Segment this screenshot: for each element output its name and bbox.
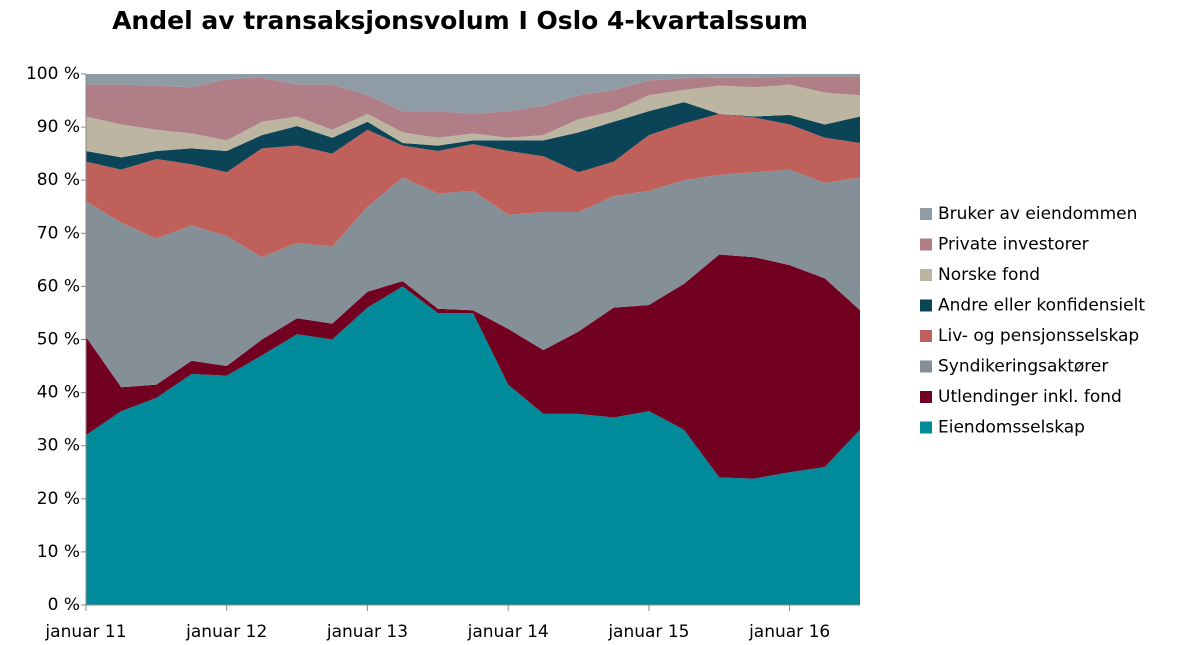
area xyxy=(86,254,860,479)
area xyxy=(86,84,860,158)
legend-label: Utlendinger inkl. fond xyxy=(938,387,1122,407)
legend-swatch xyxy=(920,208,932,220)
area xyxy=(86,169,860,388)
y-tick-label: 50 % xyxy=(37,330,80,350)
y-tick-label: 90 % xyxy=(37,117,80,137)
area xyxy=(86,286,860,605)
chart-title: Andel av transaksjonsvolum I Oslo 4-kvar… xyxy=(112,6,808,35)
y-tick-label: 30 % xyxy=(37,436,80,456)
legend-label: Eiendomsselskap xyxy=(938,418,1085,438)
x-tick-label: januar 13 xyxy=(326,622,408,642)
legend-swatch xyxy=(920,269,932,281)
area xyxy=(86,76,860,141)
legend-label: Private investorer xyxy=(938,235,1089,255)
legend-swatch xyxy=(920,391,932,403)
x-tick-label: januar 11 xyxy=(44,622,126,642)
area xyxy=(86,113,860,258)
x-tick-label: januar 15 xyxy=(607,622,689,642)
y-tick-label: 40 % xyxy=(37,383,80,403)
x-tick-label: januar 14 xyxy=(467,622,549,642)
area xyxy=(86,102,860,173)
legend-label: Liv- og pensjonsselskap xyxy=(938,326,1139,346)
legend-label: Bruker av eiendommen xyxy=(938,204,1137,224)
legend-swatch xyxy=(920,360,932,373)
y-tick-label: 20 % xyxy=(37,489,80,509)
y-tick-label: 100 % xyxy=(26,64,80,84)
x-tick-label: januar 12 xyxy=(185,622,267,642)
y-tick-label: 70 % xyxy=(37,223,80,243)
area xyxy=(86,74,860,114)
y-tick-label: 10 % xyxy=(37,542,80,562)
y-tick-label: 60 % xyxy=(37,276,80,296)
legend-label: Andre eller konfidensielt xyxy=(938,296,1145,316)
x-tick-label: januar 16 xyxy=(748,622,830,642)
y-tick-label: 0 % xyxy=(48,595,80,615)
legend-swatch xyxy=(920,299,932,312)
legend-swatch xyxy=(920,421,932,434)
legend-label: Norske fond xyxy=(938,265,1040,285)
legend-swatch xyxy=(920,238,932,251)
legend-label: Syndikeringsaktører xyxy=(938,357,1108,377)
y-tick-label: 80 % xyxy=(37,170,80,190)
legend-swatch xyxy=(920,330,932,342)
